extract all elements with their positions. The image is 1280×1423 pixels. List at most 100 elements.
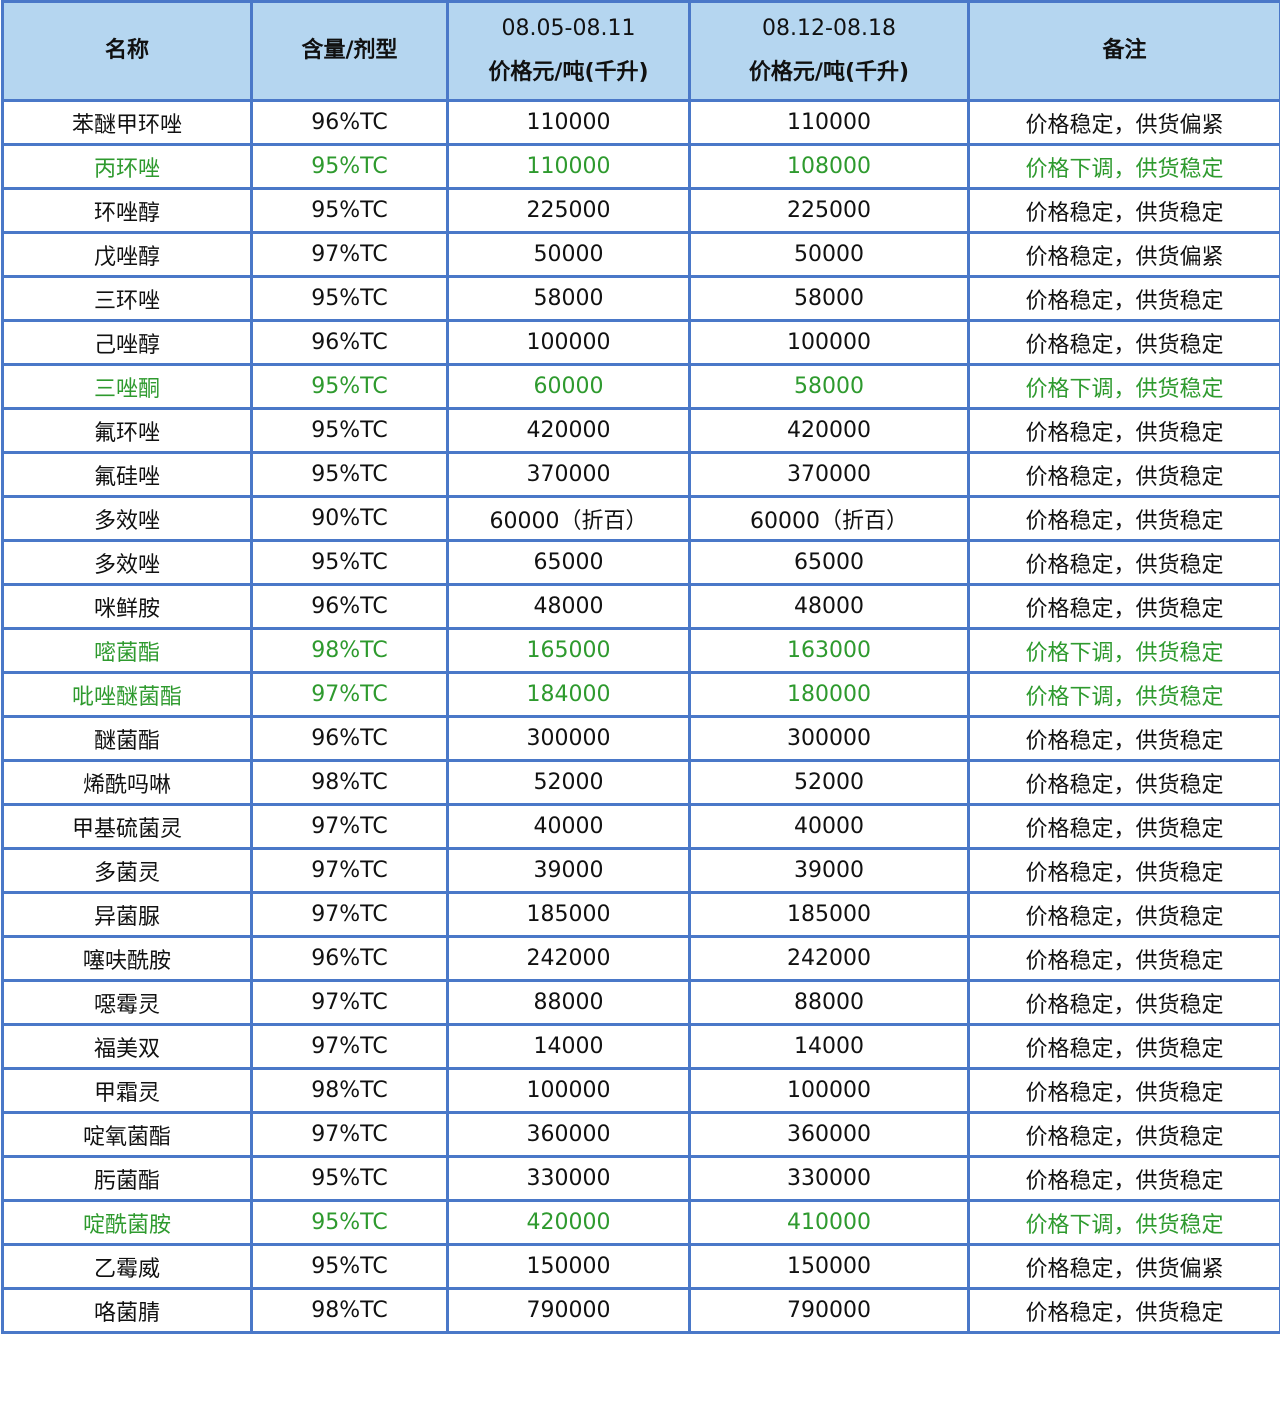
product-name: 氟环唑 (1, 407, 253, 454)
remark: 价格下调，供货稳定 (967, 1199, 1280, 1246)
remark: 价格下调，供货稳定 (967, 363, 1280, 410)
price-week1: 40000 (446, 803, 691, 850)
product-spec: 95%TC (250, 539, 449, 586)
remark: 价格下调，供货稳定 (967, 143, 1280, 190)
product-spec: 97%TC (250, 979, 449, 1026)
price-week2: 100000 (688, 319, 970, 366)
price-week1: 242000 (446, 935, 691, 982)
product-name: 甲基硫菌灵 (1, 803, 253, 850)
product-name: 嘧菌酯 (1, 627, 253, 674)
price-week1: 100000 (446, 1067, 691, 1114)
table-row: 多菌灵 97%TC 39000 39000 价格稳定，供货稳定 (1, 847, 1280, 894)
product-spec: 96%TC (250, 319, 449, 366)
price-week2: 225000 (688, 187, 970, 234)
table-row: 嘧菌酯 98%TC 165000 163000 价格下调，供货稳定 (1, 627, 1280, 674)
product-name: 乙霉威 (1, 1243, 253, 1290)
remark: 价格稳定，供货稳定 (967, 275, 1280, 322)
table-row: 咯菌腈 98%TC 790000 790000 价格稳定，供货稳定 (1, 1287, 1280, 1334)
remark: 价格稳定，供货稳定 (967, 803, 1280, 850)
price-week1: 100000 (446, 319, 691, 366)
product-spec: 97%TC (250, 1111, 449, 1158)
week2-unit: 价格元/吨(千升) (748, 60, 910, 85)
price-week2: 60000（折百） (688, 495, 970, 542)
table-row: 甲霜灵 98%TC 100000 100000 价格稳定，供货稳定 (1, 1067, 1280, 1114)
price-week2: 150000 (688, 1243, 970, 1290)
product-name: 丙环唑 (1, 143, 253, 190)
remark: 价格下调，供货稳定 (967, 671, 1280, 718)
price-week2: 50000 (688, 231, 970, 278)
remark: 价格稳定，供货稳定 (967, 979, 1280, 1026)
product-spec: 96%TC (250, 583, 449, 630)
remark: 价格稳定，供货稳定 (967, 583, 1280, 630)
price-week1: 165000 (446, 627, 691, 674)
product-spec: 96%TC (250, 715, 449, 762)
table-row: 醚菌酯 96%TC 300000 300000 价格稳定，供货稳定 (1, 715, 1280, 762)
price-week1: 50000 (446, 231, 691, 278)
price-week1: 110000 (446, 99, 691, 146)
price-week1: 60000（折百） (446, 495, 691, 542)
remark: 价格稳定，供货稳定 (967, 451, 1280, 498)
product-spec: 95%TC (250, 363, 449, 410)
table-row: 环唑醇 95%TC 225000 225000 价格稳定，供货稳定 (1, 187, 1280, 234)
table-row: 三唑酮 95%TC 60000 58000 价格下调，供货稳定 (1, 363, 1280, 410)
product-name: 多效唑 (1, 539, 253, 586)
product-name: 肟菌酯 (1, 1155, 253, 1202)
header-note: 备注 (967, 0, 1280, 102)
remark: 价格稳定，供货偏紧 (967, 1243, 1280, 1290)
remark: 价格稳定，供货稳定 (967, 495, 1280, 542)
price-week1: 14000 (446, 1023, 691, 1070)
product-name: 烯酰吗啉 (1, 759, 253, 806)
product-spec: 95%TC (250, 1199, 449, 1246)
remark: 价格稳定，供货稳定 (967, 1023, 1280, 1070)
product-spec: 90%TC (250, 495, 449, 542)
table-row: 己唑醇 96%TC 100000 100000 价格稳定，供货稳定 (1, 319, 1280, 366)
product-name: 啶酰菌胺 (1, 1199, 253, 1246)
remark: 价格稳定，供货稳定 (967, 935, 1280, 982)
header-row: 名称 含量/剂型 08.05-08.11 价格元/吨(千升) 08.12-08.1… (1, 0, 1280, 102)
price-week1: 420000 (446, 407, 691, 454)
price-week1: 300000 (446, 715, 691, 762)
table-row: 啶酰菌胺 95%TC 420000 410000 价格下调，供货稳定 (1, 1199, 1280, 1246)
price-week2: 48000 (688, 583, 970, 630)
product-spec: 98%TC (250, 1067, 449, 1114)
remark: 价格稳定，供货偏紧 (967, 231, 1280, 278)
price-week2: 52000 (688, 759, 970, 806)
price-week2: 242000 (688, 935, 970, 982)
product-name: 咪鲜胺 (1, 583, 253, 630)
table-row: 氟环唑 95%TC 420000 420000 价格稳定，供货稳定 (1, 407, 1280, 454)
product-spec: 97%TC (250, 891, 449, 938)
price-week2: 790000 (688, 1287, 970, 1334)
price-week2: 110000 (688, 99, 970, 146)
remark: 价格稳定，供货稳定 (967, 891, 1280, 938)
product-name: 多效唑 (1, 495, 253, 542)
product-spec: 95%TC (250, 1155, 449, 1202)
remark: 价格稳定，供货稳定 (967, 759, 1280, 806)
price-table: 名称 含量/剂型 08.05-08.11 价格元/吨(千升) 08.12-08.1… (1, 0, 1280, 1334)
price-week2: 100000 (688, 1067, 970, 1114)
remark: 价格稳定，供货稳定 (967, 319, 1280, 366)
price-week1: 790000 (446, 1287, 691, 1334)
product-spec: 97%TC (250, 671, 449, 718)
product-name: 啶氧菌酯 (1, 1111, 253, 1158)
product-name: 噻呋酰胺 (1, 935, 253, 982)
remark: 价格稳定，供货稳定 (967, 187, 1280, 234)
price-week2: 300000 (688, 715, 970, 762)
price-week1: 184000 (446, 671, 691, 718)
remark: 价格稳定，供货偏紧 (967, 99, 1280, 146)
remark: 价格稳定，供货稳定 (967, 407, 1280, 454)
header-spec: 含量/剂型 (250, 0, 449, 102)
product-name: 环唑醇 (1, 187, 253, 234)
product-spec: 95%TC (250, 275, 449, 322)
product-spec: 98%TC (250, 759, 449, 806)
product-spec: 95%TC (250, 451, 449, 498)
price-week1: 52000 (446, 759, 691, 806)
week1-date: 08.05-08.11 (501, 16, 636, 41)
table-row: 吡唑醚菌酯 97%TC 184000 180000 价格下调，供货稳定 (1, 671, 1280, 718)
product-spec: 98%TC (250, 1287, 449, 1334)
product-name: 醚菌酯 (1, 715, 253, 762)
table-row: 丙环唑 95%TC 110000 108000 价格下调，供货稳定 (1, 143, 1280, 190)
table-row: 异菌脲 97%TC 185000 185000 价格稳定，供货稳定 (1, 891, 1280, 938)
week2-date: 08.12-08.18 (762, 16, 896, 41)
price-week1: 58000 (446, 275, 691, 322)
product-name: 戊唑醇 (1, 231, 253, 278)
